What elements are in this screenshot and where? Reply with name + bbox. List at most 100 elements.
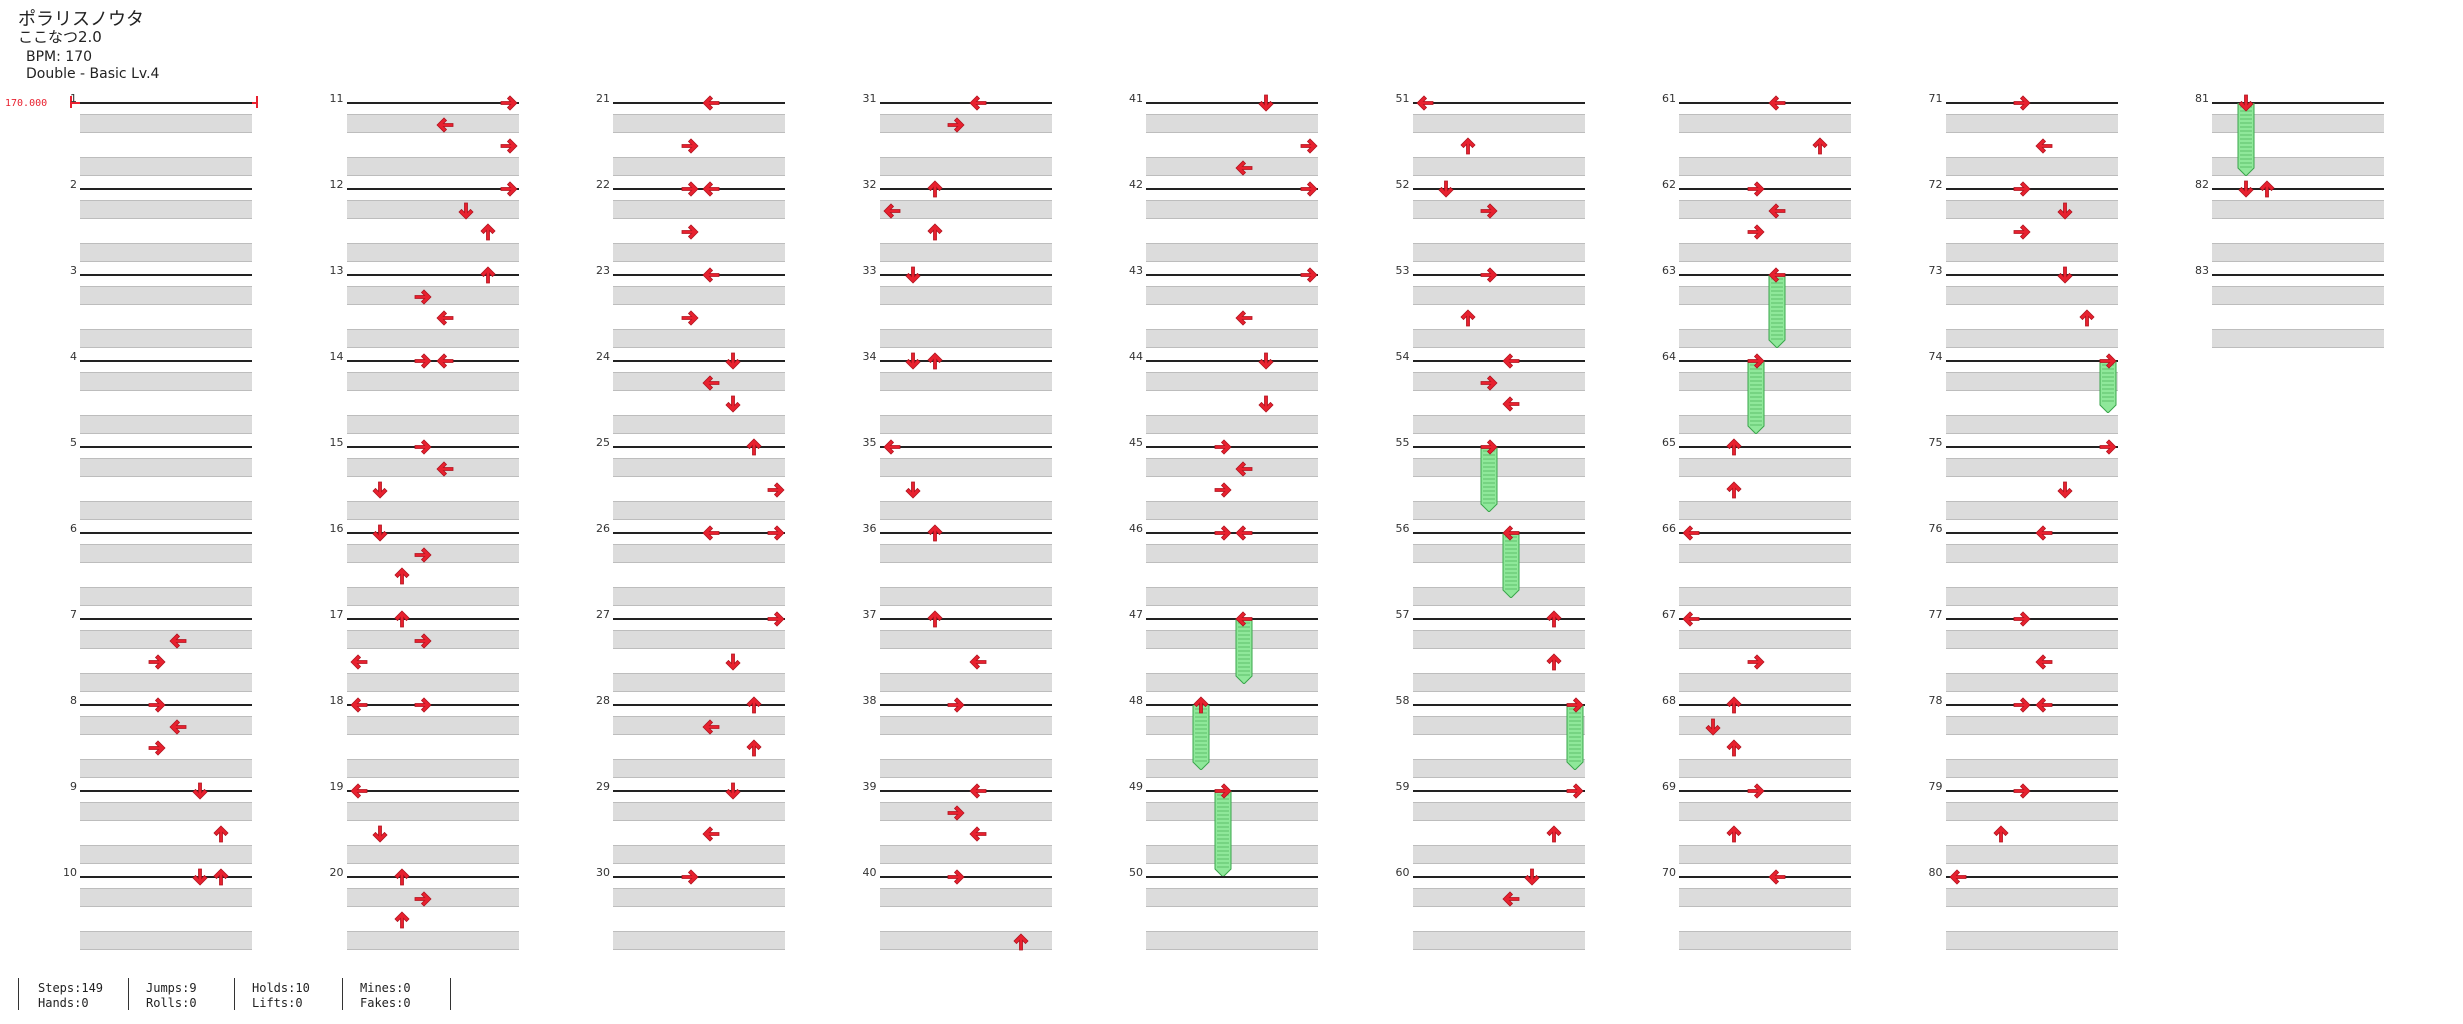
measure: 69 (1662, 780, 1851, 869)
measure-line (879, 532, 1052, 534)
stat-jumps: Jumps:9 (146, 981, 197, 995)
arrow-right-icon (413, 437, 433, 457)
measure-line (346, 274, 519, 276)
arrow-right-icon (1479, 201, 1499, 221)
beat-stripe (1945, 587, 2118, 606)
measure: 52 (1396, 178, 1585, 267)
arrow-right-icon (1746, 179, 1766, 199)
measure-line (1945, 532, 2118, 534)
beat-stripe (1412, 630, 1585, 649)
beat-stripe (1412, 114, 1585, 133)
arrow-left-icon (701, 717, 721, 737)
measure-line (1412, 790, 1585, 792)
arrow-left-icon (701, 93, 721, 113)
arrow-up-icon (1458, 308, 1478, 328)
beat-stripe (346, 501, 519, 520)
measure-line (1945, 360, 2118, 362)
measure-line (80, 876, 252, 878)
measure-line (879, 188, 1052, 190)
measure: 79 (1929, 780, 2118, 869)
arrow-left-icon (1415, 93, 1435, 113)
beat-stripe (613, 114, 785, 133)
beat-stripe (1146, 458, 1318, 477)
stats-divider (234, 978, 235, 1010)
beat-stripe (1146, 716, 1318, 735)
measure-line (1945, 188, 2118, 190)
measure: 40 (863, 866, 1052, 955)
beat-stripe (80, 716, 252, 735)
measure-line (1412, 446, 1585, 448)
measure: 71 (1929, 92, 2118, 181)
bpm-change-value: 170.000 (5, 98, 48, 109)
beat-stripe (879, 458, 1052, 477)
measure: 61 (1662, 92, 1851, 181)
arrow-up-icon (211, 867, 231, 887)
measure: 55 (1396, 436, 1585, 525)
measure-number: 62 (1662, 178, 1676, 191)
measure: 75 (1929, 436, 2118, 525)
measure-line (1412, 102, 1585, 104)
arrow-up-icon (925, 523, 945, 543)
measure: 82 (2195, 178, 2384, 267)
arrow-down-icon (2055, 480, 2075, 500)
measure-line (346, 188, 519, 190)
arrow-up-icon (1458, 136, 1478, 156)
arrow-right-icon (413, 287, 433, 307)
beat-stripe (1945, 716, 2118, 735)
arrow-right-icon (1213, 523, 1233, 543)
measure-line (1412, 704, 1585, 706)
measure-line (1146, 188, 1318, 190)
arrow-down-icon (1522, 867, 1542, 887)
beat-stripe (80, 931, 252, 950)
arrow-up-icon (744, 738, 764, 758)
beat-stripe (346, 888, 519, 907)
measure-line (1146, 704, 1318, 706)
measure-number: 33 (862, 264, 877, 277)
measure: 68 (1662, 694, 1851, 783)
measure-number: 64 (1662, 350, 1676, 363)
arrow-right-icon (413, 351, 433, 371)
beat-stripe (613, 544, 785, 563)
arrow-up-icon (1544, 652, 1564, 672)
beat-stripe (1146, 243, 1318, 262)
beat-stripe (613, 716, 785, 735)
hold-body (1235, 618, 1253, 685)
measure-line (613, 102, 785, 104)
arrow-down-icon (190, 867, 210, 887)
measure: 33 (863, 264, 1052, 353)
measure: 70 (1662, 866, 1851, 955)
arrow-left-icon (1234, 158, 1254, 178)
measure: 32 (863, 178, 1052, 267)
arrow-right-icon (2012, 695, 2032, 715)
measure-line (1679, 618, 1851, 620)
arrow-up-icon (1544, 824, 1564, 844)
arrow-right-icon (1479, 373, 1499, 393)
beat-stripe (1679, 759, 1851, 778)
measure-number: 15 (329, 436, 344, 449)
measure-line (613, 188, 785, 190)
measure: 28 (596, 694, 785, 783)
measure-number: 37 (862, 608, 877, 621)
beat-stripe (346, 802, 519, 821)
measure-number: 6 (70, 522, 77, 535)
measure-number: 59 (1395, 780, 1410, 793)
measure: 62 (1662, 178, 1851, 267)
measure-number: 8 (70, 694, 77, 707)
measure: 15 (330, 436, 519, 525)
measure: 22 (596, 178, 785, 267)
measure-number: 3 (70, 264, 77, 277)
beat-stripe (1945, 501, 2118, 520)
measure: 42 (1129, 159, 1318, 267)
measure-number: 17 (329, 608, 344, 621)
measure: 77 (1929, 608, 2118, 697)
arrow-left-icon (1234, 609, 1254, 629)
arrow-down-icon (370, 824, 390, 844)
beat-stripe (613, 501, 785, 520)
difficulty-label: Double - Basic Lv.4 (26, 66, 160, 82)
measure: 80 (1929, 866, 2118, 955)
measure: 14 (330, 350, 519, 439)
arrow-right-icon (680, 179, 700, 199)
arrow-right-icon (499, 136, 519, 156)
measure-number: 82 (2195, 178, 2209, 191)
